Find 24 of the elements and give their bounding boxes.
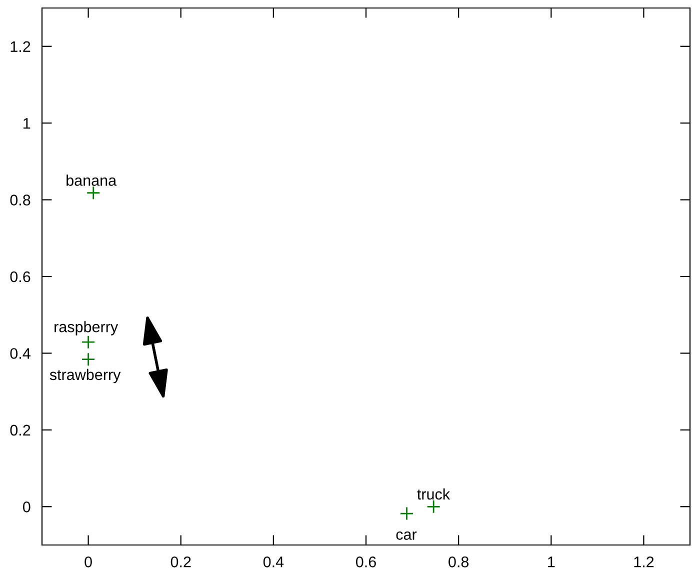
point: [81, 335, 96, 350]
y-tick-label: 1: [24, 118, 30, 129]
y-tick-label: 1.2: [10, 41, 30, 52]
y-tick-label: 0.2: [10, 424, 30, 436]
x-tick-label: 0.2: [170, 556, 191, 568]
point: [400, 506, 414, 520]
x-tick-label: 0.6: [356, 556, 376, 568]
x-tick-label: 0: [84, 556, 92, 568]
y-tick-label: 0.4: [10, 348, 30, 359]
x-tick-label: 0.4: [263, 556, 284, 568]
annotation: truck: [417, 488, 450, 500]
x-tick-label: 1.2: [634, 556, 654, 568]
y-tick-label: 0.6: [10, 271, 30, 282]
annotation: raspberry: [54, 321, 118, 336]
point: [81, 352, 96, 366]
y-tick-label: 0.8: [10, 194, 30, 206]
annotation: banana: [66, 174, 117, 186]
annotation: car: [396, 532, 417, 540]
annotation: strawberry: [50, 368, 121, 384]
x-tick-label: 1: [548, 556, 555, 568]
point: [86, 186, 100, 200]
point: [426, 500, 441, 514]
y-tick-label: 0: [22, 502, 30, 512]
x-tick-label: 0.8: [448, 556, 469, 568]
